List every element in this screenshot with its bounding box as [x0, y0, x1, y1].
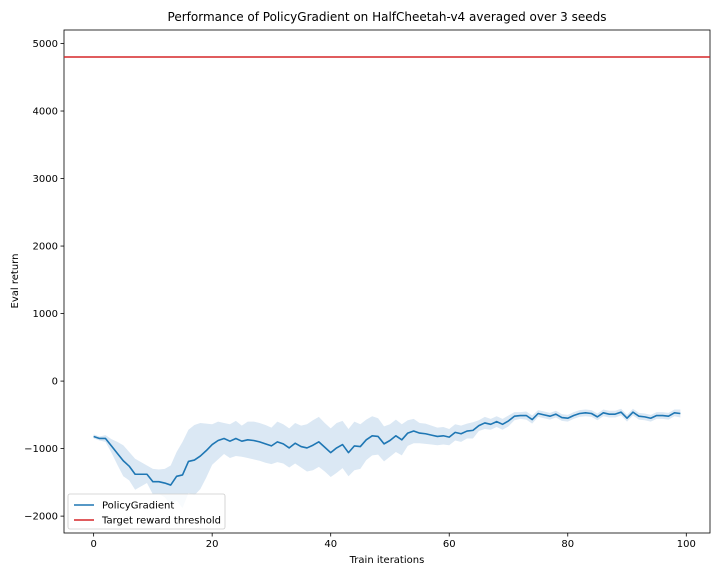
legend: PolicyGradient Target reward threshold — [67, 493, 226, 530]
y-tick-label: 2000 — [33, 242, 58, 253]
x-tick-label: 60 — [443, 539, 456, 550]
x-tick-label: 0 — [90, 539, 96, 550]
plot-frame — [63, 29, 711, 534]
chart-title: Performance of PolicyGradient on HalfChe… — [168, 10, 607, 24]
y-tick-label: 0 — [52, 377, 58, 388]
y-tick-label: 3000 — [33, 174, 58, 185]
legend-box — [67, 493, 226, 530]
ticks-layer: 0 20 40 60 80 100 −2000 −1000 0 1000 2000 3000 4000 5… — [24, 39, 696, 550]
x-tick-label: 20 — [206, 539, 219, 550]
legend-label-policygradient: PolicyGradient — [102, 501, 174, 512]
y-tick-label: 4000 — [33, 107, 58, 118]
legend-label-target-threshold: Target reward threshold — [101, 516, 221, 527]
plot-area: 0 20 40 60 80 100 −2000 −1000 0 1000 2000 3000 4000 5… — [24, 29, 711, 550]
policygradient-confidence-band — [93, 408, 681, 509]
confidence-band-layer — [93, 408, 681, 509]
y-tick-label: 1000 — [33, 309, 58, 320]
y-tick-label: −2000 — [24, 512, 58, 523]
x-tick-label: 100 — [677, 539, 696, 550]
series-line-layer — [64, 56, 710, 486]
x-axis-label: Train iterations — [349, 555, 425, 566]
y-axis-label: Eval return — [10, 254, 21, 309]
y-tick-label: 5000 — [33, 39, 58, 50]
y-tick-label: −1000 — [24, 444, 58, 455]
policygradient-line — [93, 411, 681, 486]
x-tick-label: 80 — [561, 539, 574, 550]
x-tick-label: 40 — [324, 539, 337, 550]
